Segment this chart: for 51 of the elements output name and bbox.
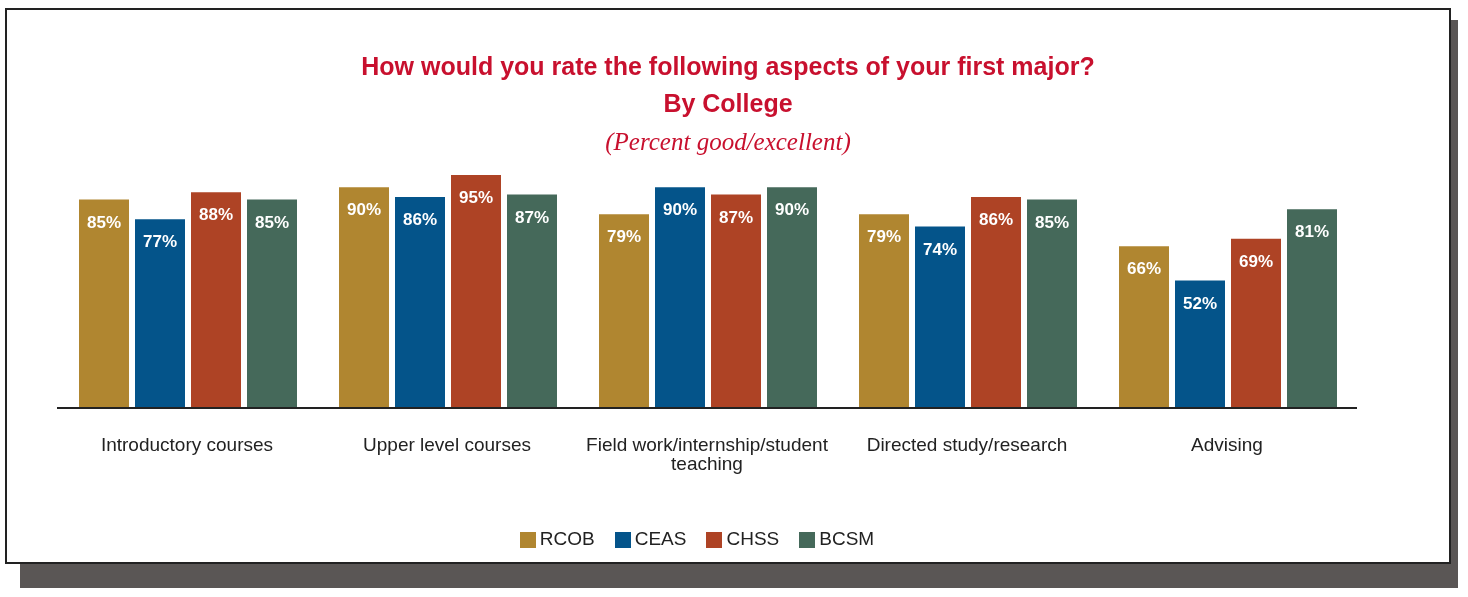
bar bbox=[1231, 238, 1281, 408]
bar bbox=[599, 214, 649, 408]
data-label: 90% bbox=[774, 200, 810, 220]
x-tick-label: Introductory courses bbox=[100, 434, 274, 456]
legend-label: CHSS bbox=[726, 528, 780, 549]
bar bbox=[1287, 209, 1337, 408]
data-label: 77% bbox=[142, 232, 178, 252]
x-tick-label: Upper level courses bbox=[363, 434, 531, 456]
data-label: 79% bbox=[606, 227, 642, 247]
bar bbox=[915, 226, 965, 408]
data-label: 66% bbox=[1126, 259, 1162, 279]
bar bbox=[395, 197, 445, 408]
bar bbox=[247, 199, 297, 408]
legend-label: RCOB bbox=[539, 528, 595, 549]
bar bbox=[1175, 280, 1225, 408]
bar bbox=[339, 187, 389, 408]
bar bbox=[79, 199, 129, 408]
chart-title: How would you rate the following aspects of your first major? By College bbox=[360, 51, 1096, 119]
data-label: 85% bbox=[86, 212, 122, 232]
legend-label: BCSM bbox=[819, 528, 875, 549]
data-label: 88% bbox=[198, 205, 234, 225]
bar bbox=[1027, 199, 1077, 408]
legend-label: CEAS bbox=[634, 528, 687, 549]
bar bbox=[971, 197, 1021, 408]
bar bbox=[767, 187, 817, 408]
data-label: 86% bbox=[978, 210, 1014, 230]
x-tick-label: Field work/internship/student teaching bbox=[586, 434, 829, 475]
data-label: 87% bbox=[514, 207, 550, 227]
bar bbox=[655, 187, 705, 408]
data-label: 79% bbox=[866, 227, 902, 247]
bar bbox=[507, 194, 557, 408]
bar bbox=[1119, 246, 1169, 408]
data-label: 95% bbox=[458, 188, 494, 208]
data-label: 86% bbox=[402, 210, 438, 230]
data-label: 52% bbox=[1182, 293, 1218, 313]
bar bbox=[711, 194, 761, 408]
bar bbox=[859, 214, 909, 408]
bar bbox=[135, 219, 185, 408]
data-label: 81% bbox=[1294, 222, 1330, 242]
chart-subtitle: (Percent good/excellent) bbox=[604, 128, 852, 156]
x-tick-label: Directed study/research bbox=[866, 434, 1068, 456]
bar bbox=[451, 175, 501, 408]
x-tick-label: Advising bbox=[1191, 434, 1263, 456]
data-label: 90% bbox=[346, 200, 382, 220]
data-label: 87% bbox=[718, 207, 754, 227]
data-label: 85% bbox=[1034, 212, 1070, 232]
bar bbox=[191, 192, 241, 408]
data-label: 90% bbox=[662, 200, 698, 220]
data-label: 69% bbox=[1238, 251, 1274, 271]
data-label: 85% bbox=[254, 212, 290, 232]
data-label: 74% bbox=[922, 239, 958, 259]
